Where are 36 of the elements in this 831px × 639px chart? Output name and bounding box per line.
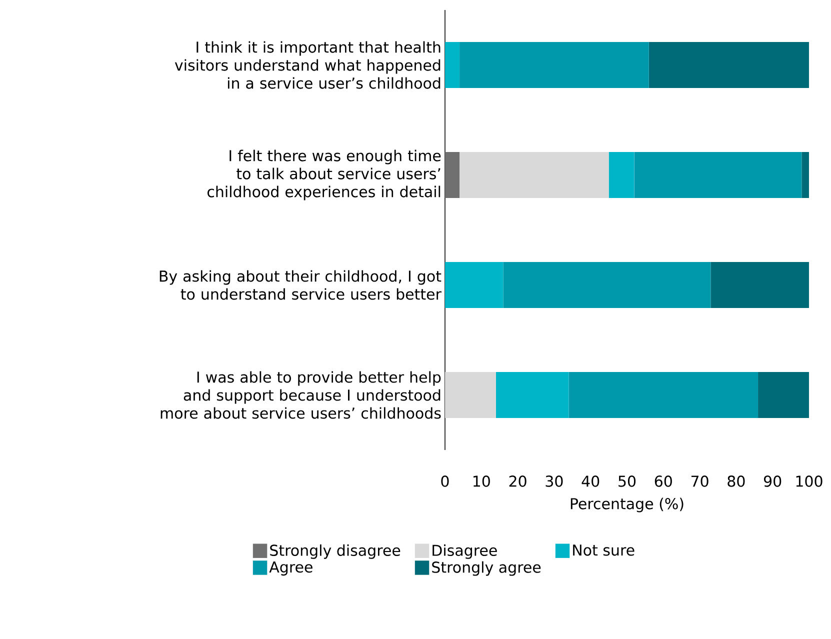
- x-tick-label: 30: [546, 476, 563, 487]
- x-tick-label: 60: [654, 476, 672, 487]
- x-tick-label: 80: [728, 476, 745, 487]
- y-tick-label: I think it is important that health visitors understand what happened in a service user’s childhood: [174, 41, 440, 89]
- bar: [608, 152, 634, 198]
- bar: [444, 42, 460, 88]
- bar: [444, 262, 504, 308]
- legend-label: Agree: [269, 562, 312, 576]
- x-tick-label: 90: [764, 476, 782, 487]
- bar: [496, 372, 569, 418]
- bar: [648, 42, 809, 88]
- bar: [802, 152, 809, 198]
- y-tick-label: By asking about their childhood, I got to understand service users better: [160, 270, 442, 300]
- bar: [460, 152, 609, 198]
- bar: [634, 152, 802, 198]
- bar: [568, 372, 758, 418]
- bar: [444, 372, 496, 418]
- legend-label: Strongly disagree: [270, 544, 400, 559]
- x-tick-label: 10: [473, 476, 490, 487]
- bar: [444, 152, 460, 198]
- x-tick-label: 70: [691, 476, 708, 487]
- x-tick-label: 40: [582, 476, 600, 487]
- x-tick-label: 50: [618, 476, 636, 487]
- bar: [758, 372, 809, 418]
- y-tick-label: I felt there was enough time to talk about service users’ childhood experiences in detail: [208, 150, 441, 200]
- legend-label: Not sure: [573, 544, 634, 556]
- y-tick-label: I was able to provide better help and support because I understood more about service users’ childhoods: [160, 371, 441, 419]
- bar: [710, 262, 809, 308]
- legend-label: Disagree: [432, 544, 497, 559]
- x-tick-label: 100: [796, 476, 822, 487]
- legend-label: Strongly agree: [432, 561, 541, 576]
- x-tick-label: 0: [441, 476, 449, 487]
- bar: [460, 42, 649, 88]
- bar: [503, 262, 711, 308]
- x-tick-label: 20: [509, 476, 526, 487]
- x-axis-title: Percentage (%): [570, 498, 684, 512]
